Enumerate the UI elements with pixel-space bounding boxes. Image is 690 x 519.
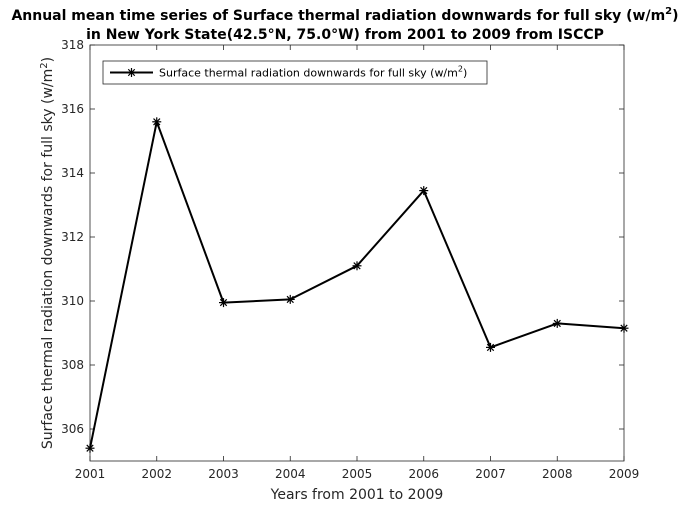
data-point	[619, 323, 629, 333]
x-tick-label: 2004	[275, 467, 306, 481]
x-tick-label: 2007	[475, 467, 506, 481]
x-axis: 2001 2002 2003 2004 2005 2006 2007 2008 2009	[75, 45, 640, 481]
x-tick-label: 2009	[609, 467, 640, 481]
x-tick-label: 2002	[141, 467, 172, 481]
y-tick-label: 314	[61, 166, 84, 180]
x-tick-label: 2003	[208, 467, 239, 481]
x-axis-label: Years from 2001 to 2009	[270, 487, 444, 503]
data-point	[285, 294, 295, 304]
legend: Surface thermal radiation downwards for …	[102, 60, 488, 85]
y-tick-label: 306	[61, 422, 84, 436]
y-tick-label: 318	[61, 38, 84, 52]
y-tick-label: 312	[61, 230, 84, 244]
chart-title-line2: in New York State(42.5°N, 75.0°W) from 2…	[86, 27, 604, 43]
x-tick-label: 2006	[408, 467, 439, 481]
data-point	[419, 186, 429, 196]
series-layer	[85, 117, 629, 453]
y-axis-label: Surface thermal radiation downwards for …	[39, 57, 56, 449]
y-axis: 306 308 310 312 314 316 318	[61, 38, 624, 436]
x-tick-label: 2005	[342, 467, 373, 481]
legend-asterisk	[127, 68, 136, 77]
y-tick-label: 316	[61, 102, 84, 116]
legend-marker	[127, 68, 136, 77]
plot-area	[89, 44, 625, 462]
x-tick-label: 2008	[542, 467, 573, 481]
data-point	[152, 117, 162, 127]
y-tick-label: 308	[61, 358, 84, 372]
x-tick-label: 2001	[75, 467, 106, 481]
data-point	[85, 443, 95, 453]
legend-box	[102, 60, 488, 85]
data-point	[219, 298, 228, 308]
data-point	[486, 342, 495, 352]
chart-title-line1: Annual mean time series of Surface therm…	[11, 6, 678, 24]
y-tick-label: 310	[61, 294, 84, 308]
data-point	[352, 261, 362, 271]
data-point	[552, 318, 562, 328]
legend-entry: Surface thermal radiation downwards for …	[159, 65, 467, 80]
